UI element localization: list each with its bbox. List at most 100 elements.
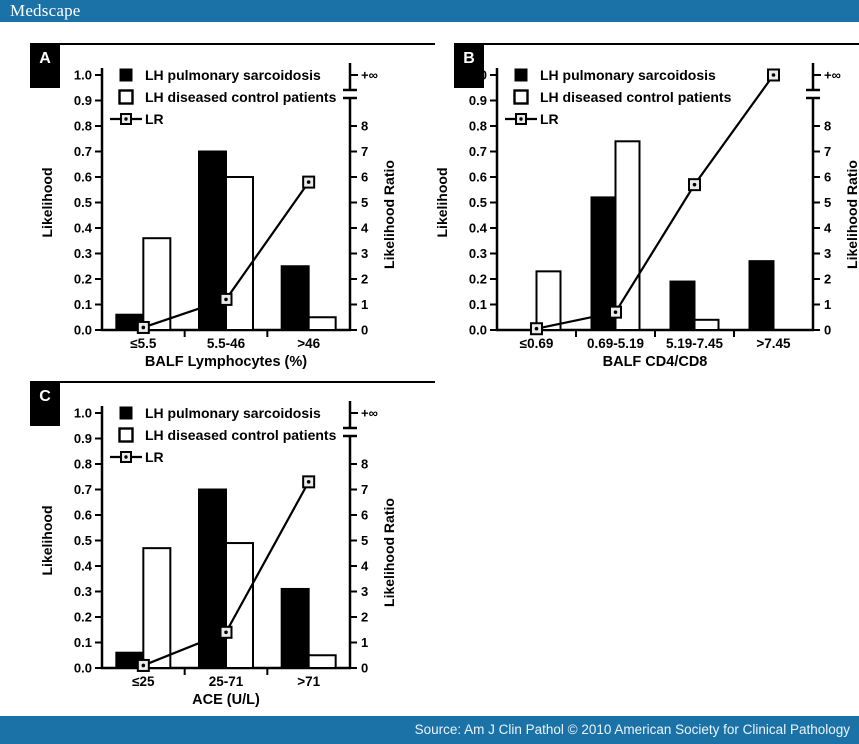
panel-a-label: A [30, 43, 60, 88]
legend-label: LH pulmonary sarcoidosis [145, 405, 321, 421]
source-footer-bar: Source: Am J Clin Pathol © 2010 American… [0, 716, 859, 744]
bar-open [142, 237, 172, 331]
y2-tick-label: 7 [361, 144, 368, 159]
y2-tick-label: 3 [361, 584, 368, 599]
y-tick-label: 0.9 [74, 431, 92, 446]
lr-marker-dot [224, 297, 228, 302]
legend-label: LR [145, 449, 164, 465]
y2-tick-label: 1 [361, 297, 368, 312]
x-category-label: ≤0.69 [520, 336, 554, 351]
y2-tick-label: 4 [361, 559, 369, 574]
y2-tick-label: 0 [361, 661, 368, 676]
y-tick-label: 0.7 [74, 144, 92, 159]
bar-open [142, 547, 172, 669]
y2-tick-label: 7 [824, 144, 831, 159]
panel-a-divider-line [60, 43, 435, 45]
y2-infinity-label: +∞ [361, 68, 378, 83]
legend-label: LH pulmonary sarcoidosis [145, 67, 321, 83]
y-tick-label: 0.4 [469, 221, 488, 236]
bar-open [307, 316, 337, 331]
y-tick-label: 0.6 [469, 170, 487, 185]
bar-filled [669, 280, 696, 332]
lr-line [536, 74, 775, 330]
y-tick-label: 0.2 [469, 272, 487, 287]
y-tick-label: 0.3 [74, 584, 92, 599]
x-category-label: >7.45 [756, 336, 791, 351]
bar-open [307, 654, 337, 669]
y2-tick-label: 0 [824, 323, 831, 338]
lr-marker-dot [141, 325, 146, 330]
y-tick-label: 0.1 [74, 297, 92, 312]
y2-tick-label: 4 [824, 221, 832, 236]
lr-marker-dot [224, 630, 228, 635]
y2-infinity-label: +∞ [824, 68, 841, 83]
y-axis-title: Likelihood [39, 168, 55, 238]
x-category-label: 25-71 [209, 674, 244, 689]
y2-axis-title: Likelihood Ratio [381, 160, 397, 269]
y2-tick-label: 2 [361, 272, 368, 287]
y-tick-label: 0.8 [74, 119, 92, 134]
y2-tick-label: 2 [361, 610, 368, 625]
y2-tick-label: 3 [824, 246, 831, 261]
legend-label: LH diseased control patients [540, 89, 732, 105]
x-category-label: 0.69-5.19 [587, 336, 644, 351]
legend-label: LR [540, 111, 559, 127]
chart-b: 0.0 0.1 0.2 0.3 0.4 0.5 0.6 0.7 0.8 0.9 1.0 +∞ 0 1 2 3 4… [434, 63, 859, 370]
chart-c: 0.0 0.1 0.2 0.3 0.4 0.5 0.6 0.7 0.8 0.9 1.0 +∞ 0 1 2 3 4… [39, 401, 397, 708]
y2-tick-label: 6 [361, 170, 368, 185]
bar-filled [280, 265, 310, 331]
legend-open-square-marker [118, 427, 134, 443]
x-axis-title: ACE (U/L) [192, 692, 260, 708]
bar-open [225, 176, 254, 331]
x-category-label: 5.19-7.45 [666, 336, 724, 351]
medscape-header-bar: Medscape [0, 0, 859, 22]
panel-c-label: C [30, 381, 60, 426]
y-tick-label: 0.5 [74, 533, 92, 548]
y-tick-label: 0.7 [74, 482, 92, 497]
y-tick-label: 0.3 [74, 246, 92, 261]
y-tick-label: 0.4 [74, 221, 93, 236]
y2-tick-label: 0 [361, 323, 368, 338]
legend-label: LH diseased control patients [145, 427, 337, 443]
y2-tick-label: 2 [824, 272, 831, 287]
y2-tick-label: 5 [361, 195, 368, 210]
legend-filled-square-marker [119, 406, 133, 420]
y-tick-label: 0.8 [74, 457, 92, 472]
y-tick-label: 0.9 [469, 93, 487, 108]
x-category-label: ≤25 [132, 674, 155, 689]
bar-open [614, 140, 641, 331]
y2-tick-label: 1 [361, 635, 368, 650]
y-tick-label: 0.1 [469, 297, 487, 312]
y-tick-label: 0.2 [74, 610, 92, 625]
chart-panel-a: A 0.0 0.1 0.2 0.3 0.4 0.5 0.6 0.7 0.8 0.9 1.0 +∞ 0 1 2… [10, 38, 435, 378]
y-tick-label: 0.4 [74, 559, 93, 574]
y-tick-label: 1.0 [74, 406, 92, 421]
panel-b-label: B [454, 43, 484, 88]
y2-tick-label: 1 [824, 297, 831, 312]
lr-marker-dot [534, 326, 539, 331]
y-axis-title: Likelihood [434, 168, 450, 238]
source-attribution: Source: Am J Clin Pathol © 2010 American… [414, 722, 850, 737]
y2-tick-label: 8 [361, 457, 368, 472]
y-tick-label: 0.8 [469, 119, 487, 134]
y-tick-label: 0.0 [74, 323, 92, 338]
panel-b-divider-line [484, 43, 859, 45]
y-tick-label: 0.9 [74, 93, 92, 108]
x-axis-title: BALF Lymphocytes (%) [145, 354, 307, 370]
y2-tick-label: 4 [361, 221, 369, 236]
y2-tick-label: 6 [824, 170, 831, 185]
legend-label: LR [145, 111, 164, 127]
y-tick-label: 0.0 [74, 661, 92, 676]
y-axis-title: Likelihood [39, 506, 55, 576]
y-tick-label: 0.3 [469, 246, 487, 261]
lr-marker-dot [692, 182, 697, 187]
legend-open-square-marker [118, 89, 134, 105]
y-tick-label: 1.0 [469, 68, 487, 83]
y-tick-label: 1.0 [74, 68, 92, 83]
legend-line-marker [124, 117, 128, 121]
y-tick-label: 0.6 [74, 170, 92, 185]
bar-filled [748, 260, 775, 331]
y2-tick-label: 8 [361, 119, 368, 134]
y2-axis-title: Likelihood Ratio [381, 498, 397, 607]
panel-c-divider-line [60, 381, 435, 383]
